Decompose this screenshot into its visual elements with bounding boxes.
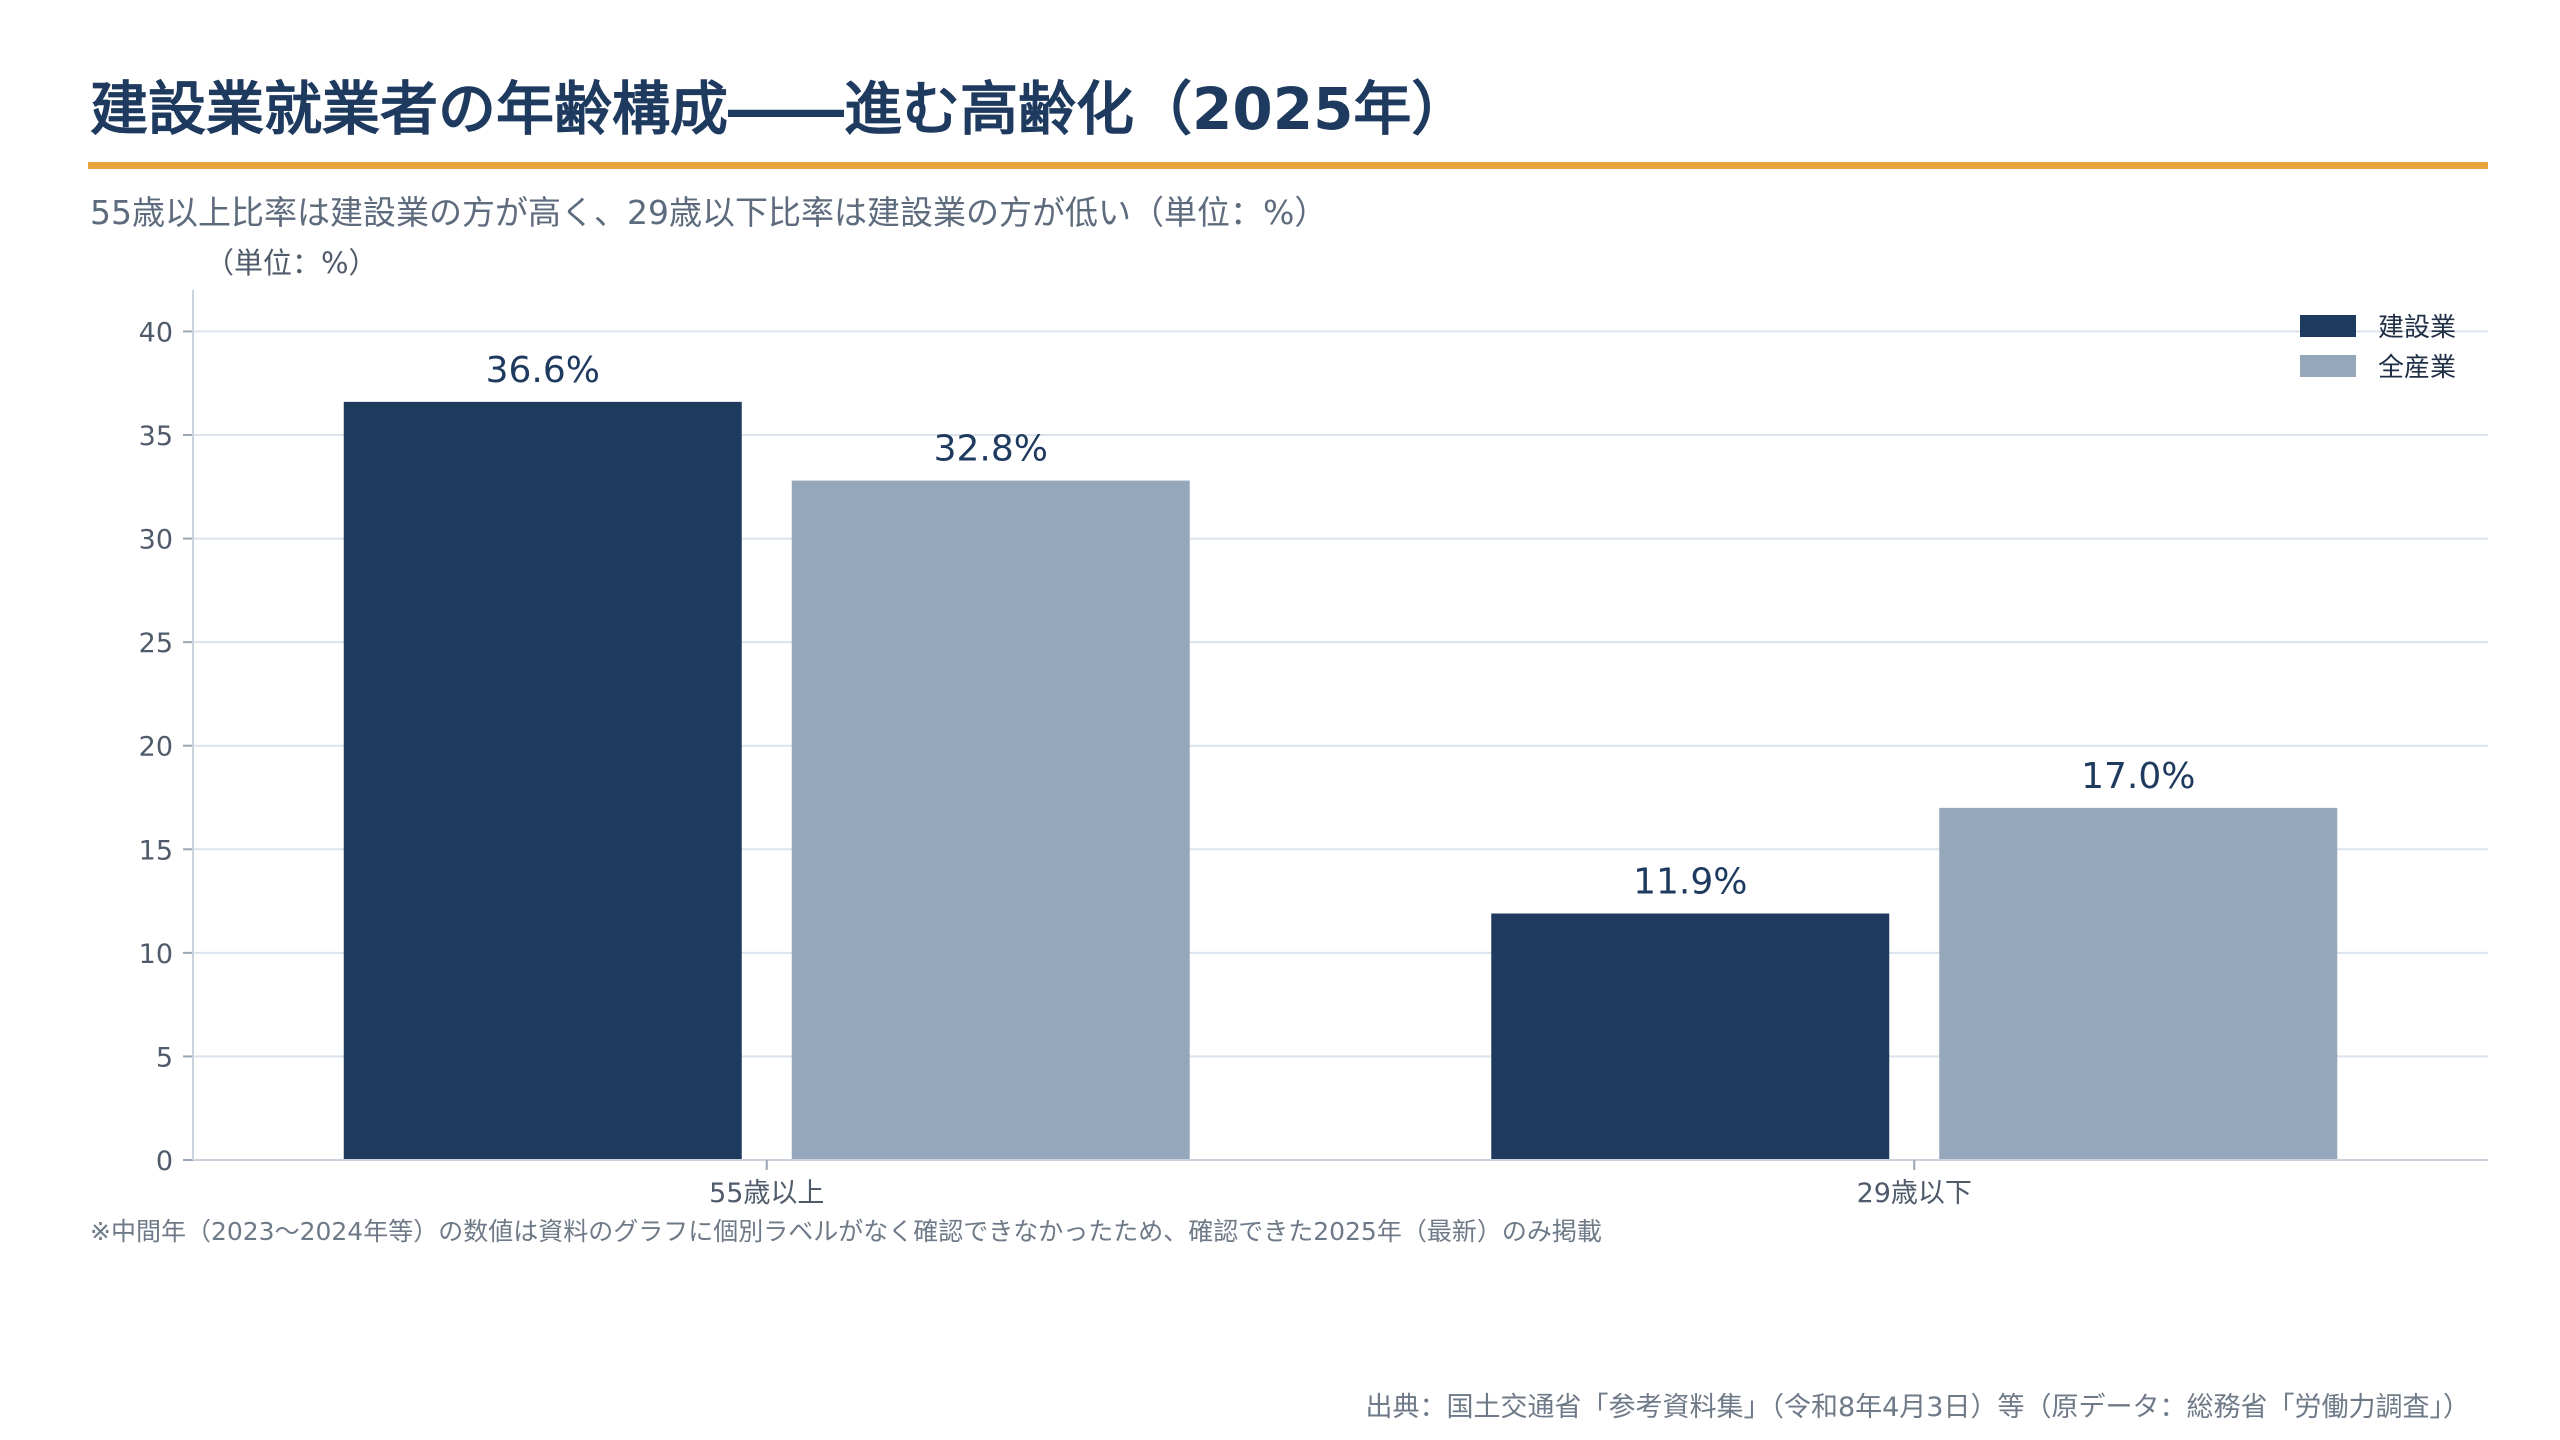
footnote: ※中間年（2023〜2024年等）の数値は資料のグラフに個別ラベルがなく確認でき…	[90, 1217, 1602, 1246]
y-tick-label-35: 35	[139, 421, 173, 452]
x-axis: 55歳以上 29歳以下	[193, 1159, 2488, 1209]
y-tick-label-0: 0	[156, 1146, 173, 1177]
y-tick-label-25: 25	[139, 628, 173, 659]
y-tick-label-40: 40	[139, 317, 173, 348]
chart-title: 建設業就業者の年齢構成――進む高齢化（2025年）	[90, 75, 1470, 143]
data-label-0-0: 36.6%	[486, 350, 600, 391]
x-category-label-1: 29歳以下	[1857, 1178, 1972, 1209]
data-label-1-1: 17.0%	[2081, 756, 2195, 797]
legend-swatch-0	[2300, 315, 2356, 337]
y-tick-label-15: 15	[139, 835, 173, 866]
legend-label-0: 建設業	[2378, 313, 2456, 343]
title-underline	[88, 162, 2488, 169]
bars: 36.6% 32.8% 11.9% 17.0%	[343, 350, 2338, 1161]
y-tick-label-20: 20	[139, 732, 173, 763]
y-tick-label-10: 10	[139, 939, 173, 970]
y-tick-label-30: 30	[139, 525, 173, 556]
source-note: 出典：国土交通省「参考資料集」（令和8年4月3日）等（原データ：総務省「労働力調…	[1365, 1392, 2470, 1423]
bar-all-industries-0	[791, 480, 1190, 1161]
chart-subtitle: 55歳以上比率は建設業の方が高く、29歳以下比率は建設業の方が低い（単位：%）	[90, 193, 1328, 232]
data-label-0-1: 11.9%	[1633, 862, 1747, 903]
data-label-1-0: 32.8%	[934, 429, 1048, 470]
legend-label-1: 全産業	[2378, 353, 2456, 383]
bar-construction-1	[1491, 913, 1890, 1160]
y-tick-label-5: 5	[156, 1042, 173, 1073]
bar-construction-0	[343, 401, 742, 1160]
legend-swatch-1	[2300, 355, 2356, 377]
x-category-label-0: 55歳以上	[709, 1178, 824, 1209]
y-axis: 0 5 10 15 20 25 30 35 40	[139, 290, 194, 1177]
bar-all-industries-1	[1939, 807, 2338, 1160]
y-axis-unit-label: （単位：%）	[205, 246, 378, 280]
